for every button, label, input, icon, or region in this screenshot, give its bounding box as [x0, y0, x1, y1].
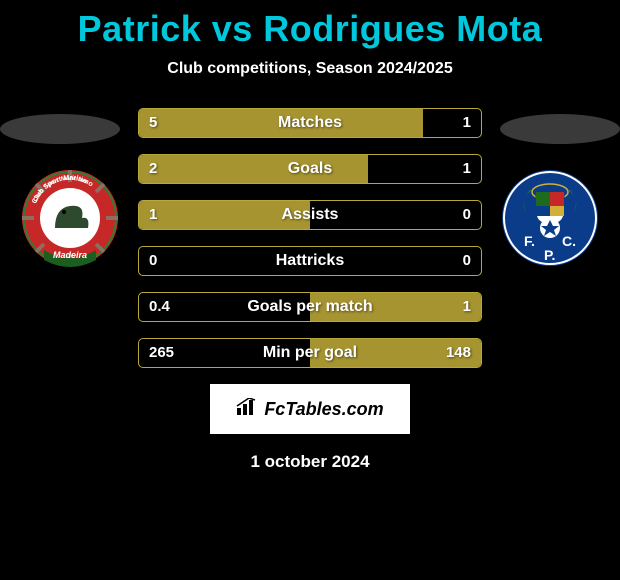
stat-row-matches: 5 Matches 1	[138, 108, 482, 138]
team-crest-left: Club Sport Maritimo Club Sport Maritimo …	[20, 168, 120, 268]
footer-brand-text: FcTables.com	[264, 399, 383, 420]
stat-label: Matches	[139, 109, 481, 137]
stat-row-hattricks: 0 Hattricks 0	[138, 246, 482, 276]
stat-label: Assists	[139, 201, 481, 229]
svg-text:P.: P.	[544, 247, 555, 263]
svg-text:C.: C.	[562, 233, 576, 249]
page-title: Patrick vs Rodrigues Mota	[0, 0, 620, 50]
stat-row-goals: 2 Goals 1	[138, 154, 482, 184]
svg-text:Madeira: Madeira	[53, 250, 87, 260]
shadow-ellipse-right	[500, 114, 620, 144]
stat-row-assists: 1 Assists 0	[138, 200, 482, 230]
subtitle: Club competitions, Season 2024/2025	[0, 60, 620, 78]
date-text: 1 october 2024	[0, 452, 620, 472]
stat-value-right: 148	[446, 339, 471, 367]
shadow-ellipse-left	[0, 114, 120, 144]
stat-row-goals-per-match: 0.4 Goals per match 1	[138, 292, 482, 322]
svg-text:F.: F.	[524, 233, 535, 249]
stat-value-right: 1	[463, 155, 471, 183]
stat-value-right: 0	[463, 201, 471, 229]
stat-value-right: 1	[463, 293, 471, 321]
stat-label: Goals	[139, 155, 481, 183]
team-crest-right: F. C. P.	[500, 168, 600, 268]
stat-value-right: 0	[463, 247, 471, 275]
chart-icon	[236, 398, 258, 421]
stat-label: Goals per match	[139, 293, 481, 321]
stat-row-min-per-goal: 265 Min per goal 148	[138, 338, 482, 368]
stat-label: Hattricks	[139, 247, 481, 275]
comparison-content: Club Sport Maritimo Club Sport Maritimo …	[0, 108, 620, 472]
stat-value-right: 1	[463, 109, 471, 137]
stat-bars: 5 Matches 1 2 Goals 1 1 Assists 0 0 Hatt…	[138, 108, 482, 368]
stat-label: Min per goal	[139, 339, 481, 367]
footer-brand-logo: FcTables.com	[210, 384, 410, 434]
